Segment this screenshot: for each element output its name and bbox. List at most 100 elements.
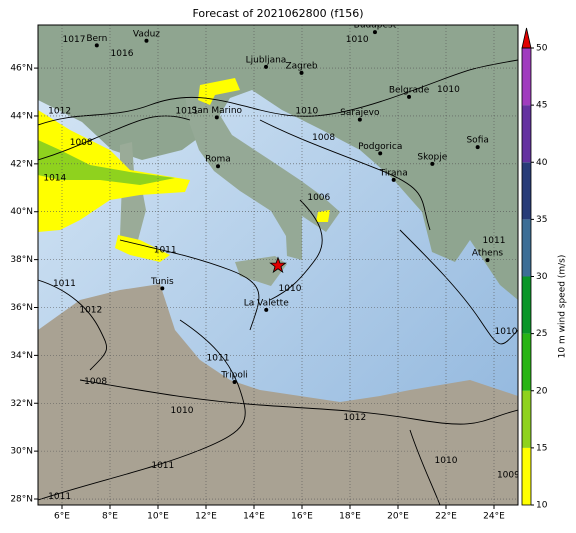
map-title: Forecast of 2021062800 (f156)	[192, 7, 363, 20]
colorbar-segment	[522, 276, 531, 334]
city-dot	[264, 307, 269, 312]
isobar	[38, 319, 246, 501]
city-label: Athens	[472, 249, 503, 259]
city-label: Tirana	[379, 168, 408, 178]
isobar-label: 1011	[207, 353, 230, 363]
isobar-label: 1011	[175, 107, 198, 117]
isobar-label: 1011	[483, 236, 506, 246]
city-label: La Valette	[244, 298, 289, 308]
x-tick-label: 22°E	[435, 512, 457, 522]
star-marker	[269, 256, 287, 274]
city-label: Sarajevo	[340, 108, 380, 118]
city-dot	[232, 379, 237, 384]
x-tick-label: 18°E	[339, 512, 361, 522]
colorbar-segment	[522, 390, 531, 448]
isobar-label: 1006	[307, 193, 330, 203]
colorbar-segment	[522, 105, 531, 163]
x-tick-label: 14°E	[243, 512, 265, 522]
colorbar-segment	[522, 333, 531, 391]
x-tick-label: 24°E	[483, 512, 505, 522]
land-africa	[38, 284, 518, 505]
isobar-label: 1011	[53, 279, 76, 289]
city-label: Tripoli	[220, 370, 248, 380]
city-dot	[144, 38, 149, 43]
isobar-label: 1009	[497, 471, 520, 481]
city-label: Roma	[205, 155, 231, 165]
city-dot	[299, 70, 304, 75]
y-tick-label: 40°N	[10, 207, 33, 217]
isobar	[79, 379, 518, 425]
city-label: San Marino	[192, 106, 243, 116]
colorbar-segment	[522, 219, 531, 277]
colorbar-tick-label: 25	[536, 329, 547, 339]
isobars	[38, 59, 518, 505]
colorbar-tick-label: 40	[536, 158, 548, 168]
isobar-label: 1012	[343, 413, 366, 423]
city-dot	[216, 164, 220, 169]
city-label: Tunis	[150, 277, 174, 287]
isobar-label: 1010	[346, 35, 369, 45]
y-tick-label: 42°N	[10, 159, 33, 169]
land-italy	[185, 95, 340, 260]
city-label: Ljubljana	[246, 55, 287, 65]
colorbar-tick-label: 30	[536, 272, 548, 282]
x-tick-label: 6°E	[54, 512, 70, 522]
city-dot	[475, 145, 480, 150]
isobar-label: 1010	[437, 85, 460, 95]
isobar-label: 1008	[70, 138, 93, 148]
isobar-label: 1011	[151, 461, 174, 471]
x-tick-label: 10°E	[147, 512, 169, 522]
isobar-label: 1014	[43, 174, 66, 184]
isobar	[269, 199, 323, 301]
isobar-label: 1017	[63, 35, 86, 45]
isobar-label: 1011	[48, 492, 71, 502]
isobar-label: 1008	[84, 377, 107, 387]
y-tick-label: 28°N	[10, 495, 33, 505]
city-dot	[372, 30, 377, 35]
isobar	[38, 59, 518, 126]
isobar	[119, 239, 260, 331]
city-dot	[160, 286, 165, 291]
city-label: Belgrade	[389, 85, 430, 95]
isobar-label: 1010	[171, 406, 194, 416]
isobar-label: 1016	[111, 49, 134, 59]
land-north	[38, 25, 518, 300]
wind-patch	[38, 140, 175, 185]
y-tick-label: 32°N	[10, 399, 33, 409]
colorbar-tick-label: 35	[536, 215, 547, 225]
city-dot	[407, 94, 412, 99]
x-tick-label: 12°E	[195, 512, 217, 522]
y-tick-label: 38°N	[10, 255, 33, 265]
isobar-label: 1011	[154, 246, 177, 256]
city-label: Sofia	[466, 136, 488, 146]
isobar	[399, 229, 518, 345]
colorbar-segment	[522, 48, 531, 106]
x-tick-label: 16°E	[291, 512, 313, 522]
isobar-label: 1010	[495, 327, 518, 337]
colorbar-tick-label: 45	[536, 101, 547, 111]
isobar	[259, 119, 431, 231]
colorbar-segment	[522, 447, 531, 505]
city-label: Budapest	[354, 21, 397, 31]
isobar-label: 1010	[295, 107, 318, 117]
city-label: Skopje	[417, 152, 447, 162]
isobar-label: 1010	[435, 456, 458, 466]
isobar-label: 1012	[48, 107, 71, 117]
city-dot	[94, 43, 99, 48]
city-dot	[264, 64, 268, 69]
colorbar-label: 10 m wind speed (m/s)	[558, 255, 568, 359]
y-tick-label: 30°N	[10, 447, 33, 457]
x-tick-label: 20°E	[387, 512, 409, 522]
city-dot	[357, 117, 362, 122]
isobar-label: 1010	[279, 284, 302, 294]
city-dot	[485, 258, 490, 263]
map-frame	[37, 24, 519, 506]
isobar-label: 1012	[79, 305, 102, 315]
city-dot	[214, 115, 219, 120]
map-area: 1016 1017 1010 1011 1012 1008 1014 1010 1008 1006…	[38, 21, 520, 505]
colorbar-extend	[521, 27, 532, 49]
colorbar-tick-label: 15	[536, 443, 547, 453]
city-dot	[391, 177, 396, 182]
colorbar-tick-label: 20	[536, 386, 548, 396]
